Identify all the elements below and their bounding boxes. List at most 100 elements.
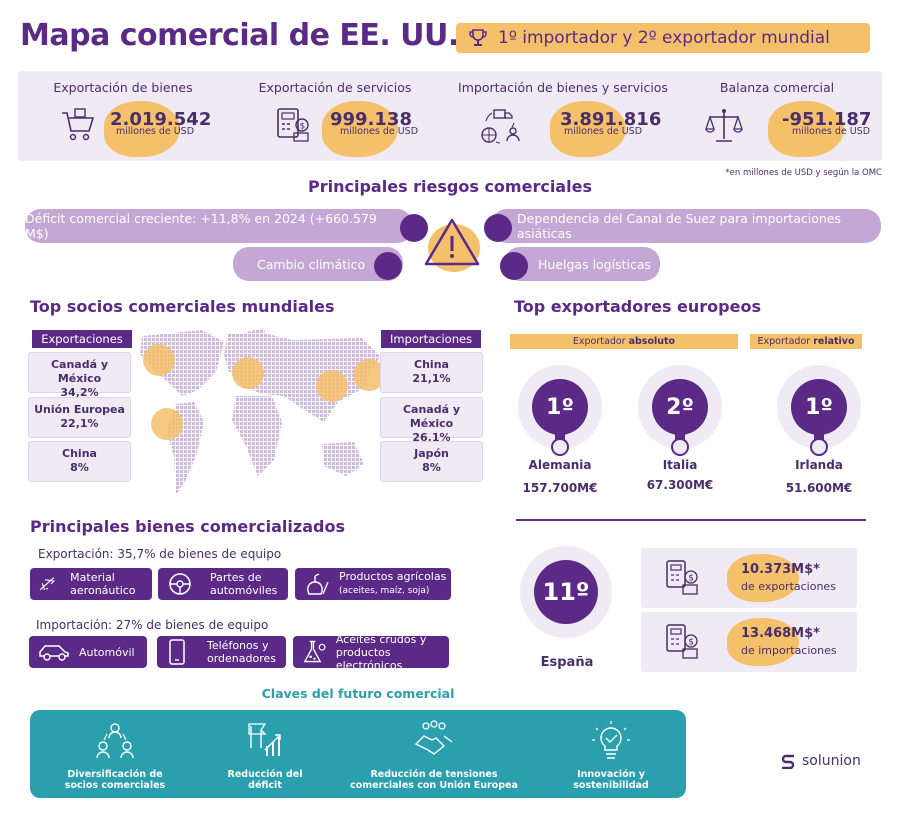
goods-phones: Teléfonos y ordenadores <box>157 636 286 668</box>
rank-number: 2º <box>652 379 708 435</box>
car-icon <box>39 645 69 661</box>
spain-imports-unit: de importaciones <box>741 644 837 657</box>
stat-highlight <box>768 101 844 157</box>
stat-highlight <box>322 101 398 157</box>
tag-bold: absoluto <box>628 336 676 347</box>
medal-ireland: 1º <box>777 365 861 456</box>
spain-exports-unit: de exportaciones <box>741 580 836 593</box>
risk-label: Dependencia del Canal de Suez para impor… <box>517 211 841 241</box>
page-title: Mapa comercial de EE. UU. <box>20 18 459 53</box>
goods-export-label: Exportación: 35,7% de bienes de equipo <box>38 547 282 561</box>
partner-pct: 22,1% <box>60 417 99 430</box>
partner-name: Canadá y México <box>50 358 109 385</box>
stat-unit: millones de USD <box>116 126 195 137</box>
exports-tag: Exportaciones <box>32 330 132 348</box>
stat-value: -951.187 <box>782 109 872 130</box>
stat-label: Exportación de servicios <box>258 80 412 95</box>
stat-unit: millones de USD <box>340 126 419 137</box>
export-partner-card: China 8% <box>28 441 131 482</box>
absolute-exporter-tag: Exportador absoluto <box>510 334 738 349</box>
stat-export-services: Exportación de servicios $ 999.138 millo… <box>230 71 440 161</box>
goods-import-label: Importación: 27% de bienes de equipo <box>36 618 269 632</box>
country-value: 51.600M€ <box>785 481 853 495</box>
stat-export-goods: Exportación de bienes 2.019.542 millones… <box>18 71 228 161</box>
ranking-badge: 1º importador y 2º exportador mundial <box>456 23 870 53</box>
future-label: Reducción del déficit <box>227 769 303 791</box>
partner-pct: 34,2% <box>60 386 99 399</box>
medal-germany: 1º <box>518 365 602 456</box>
goods-label: Productos agrícolas <box>339 570 447 583</box>
tag-prefix: Exportador <box>757 336 814 347</box>
goods-car: Automóvil <box>29 636 147 668</box>
stat-highlight <box>550 101 626 157</box>
risk-bullet <box>374 252 402 280</box>
map-highlight-south-america <box>151 408 183 440</box>
tag-bold: relativo <box>813 336 855 347</box>
risk-label: Déficit comercial creciente: +11,8% en 2… <box>25 211 377 241</box>
goods-oil-electronics: Aceites crudos y productos electrónicos <box>293 633 449 672</box>
stat-unit: millones de USD <box>564 126 643 137</box>
future-title: Claves del futuro comercial <box>261 686 455 701</box>
import-partner-card: China 21,1% <box>380 352 483 393</box>
spain-exports-value: 10.373M$* <box>741 562 820 577</box>
country-value: 67.300M€ <box>646 478 714 492</box>
stat-value: 999.138 <box>330 109 412 130</box>
network-icon <box>96 723 134 759</box>
stat-unit: millones de USD <box>792 126 871 137</box>
chemistry-icon <box>303 640 326 663</box>
goods-label: Teléfonos y ordenadores <box>207 639 277 665</box>
cart-icon <box>62 108 95 141</box>
export-partner-card: Unión Europea 22,1% <box>28 397 131 438</box>
import-partner-card: Japón 8% <box>380 441 483 482</box>
imports-tag: Importaciones <box>381 330 481 348</box>
import-partner-card: Canadá y México 26,1% <box>380 397 483 444</box>
partner-pct: 26,1% <box>412 431 451 444</box>
spain-medal: 11º <box>520 546 612 638</box>
european-title: Top exportadores europeos <box>514 297 761 316</box>
medal-ribbon <box>675 429 685 443</box>
export-partner-card: Canadá y México 34,2% <box>28 352 131 399</box>
partner-name: Unión Europea <box>34 403 125 416</box>
goods-label: Material aeronáutico <box>70 571 136 597</box>
future-item: Reducción del déficit <box>220 710 310 791</box>
medal-ribbon <box>555 429 565 443</box>
brand-logo: solunion <box>780 753 861 769</box>
calculator-icon: $ <box>666 624 698 659</box>
medal-icon <box>810 438 828 456</box>
goods-car-parts: Partes de automóviles <box>158 568 288 600</box>
stat-value: 2.019.542 <box>110 109 212 130</box>
partner-name: China <box>414 358 449 371</box>
future-band: Diversificación de socios comerciales Re… <box>30 710 686 798</box>
stat-value: 3.891.816 <box>560 109 662 130</box>
chart-decrease-icon <box>248 723 281 756</box>
solunion-logo-icon <box>781 754 795 769</box>
badge-text: 1º importador y 2º exportador mundial <box>498 28 830 48</box>
spain-imports-value: 13.468M$* <box>741 626 820 641</box>
goods-sublabel: (aceites, maíz, soja) <box>339 586 430 596</box>
svg-text:$: $ <box>300 122 306 132</box>
scale-icon <box>705 109 743 142</box>
partner-name: China <box>62 447 97 460</box>
stat-balance: Balanza comercial -951.187 millones de U… <box>672 71 882 161</box>
spain-imports-card: $ 13.468M$* de importaciones <box>641 612 857 672</box>
future-label: Diversificación de socios comerciales <box>64 769 166 791</box>
future-item: Innovación y sostenibilidad <box>566 710 656 791</box>
country-name: Italia <box>662 458 698 472</box>
svg-text:$: $ <box>688 638 694 648</box>
relative-exporter-tag: Exportador relativo <box>750 334 862 349</box>
tag-prefix: Exportador <box>572 336 629 347</box>
map-highlight-europe <box>232 357 264 389</box>
future-label: Innovación y sostenibilidad <box>573 769 649 791</box>
goods-agriculture: Productos agrícolas (aceites, maíz, soja… <box>295 568 451 600</box>
rank-number: 11º <box>534 560 598 624</box>
spain-name: España <box>540 655 594 670</box>
partner-pct: 8% <box>422 461 441 474</box>
plane-icon <box>39 577 56 591</box>
goods-label-group: Productos agrícolas (aceites, maíz, soja… <box>339 570 446 598</box>
medal-icon <box>671 438 689 456</box>
future-label: Reducción de tensiones comerciales con U… <box>350 769 518 791</box>
risk-label: Cambio climático <box>257 256 366 272</box>
footnote: *en millones de USD y según la OMC <box>725 168 882 178</box>
risk-deficit: Déficit comercial creciente: +11,8% en 2… <box>25 209 413 243</box>
risk-bullet <box>484 214 512 242</box>
